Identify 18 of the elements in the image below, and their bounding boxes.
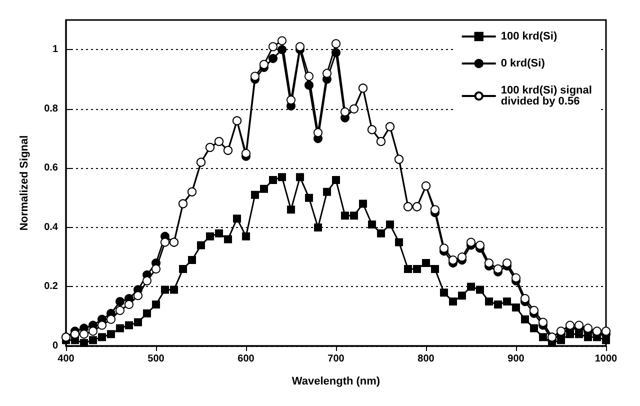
y-axis-title: Normalized Signal — [18, 135, 30, 231]
legend-label: 100 krd(Si) — [500, 30, 558, 42]
legend-label: 0 krd(Si) — [500, 58, 546, 70]
y-tick-label: 0.8 — [44, 103, 58, 114]
x-tick-label: 500 — [148, 354, 165, 364]
x-axis-title: Wavelength (nm) — [292, 376, 380, 388]
y-tick-label: 0.2 — [44, 281, 58, 292]
y-tick-label: 0.4 — [44, 222, 58, 233]
x-tick-label: 700 — [328, 354, 345, 364]
y-tick-label: 0.6 — [44, 162, 58, 174]
y-tick-label: 1 — [52, 44, 58, 56]
x-tick-label: 900 — [508, 354, 525, 364]
x-tick-label: 1000 — [594, 354, 618, 364]
legend-label: 100 krd(Si) signal divided by 0.56 — [500, 84, 596, 108]
x-tick-label: 800 — [418, 354, 435, 364]
x-tick-label: 600 — [238, 354, 255, 364]
x-tick-label: 400 — [58, 354, 75, 364]
y-tick-label: 0 — [52, 340, 58, 352]
